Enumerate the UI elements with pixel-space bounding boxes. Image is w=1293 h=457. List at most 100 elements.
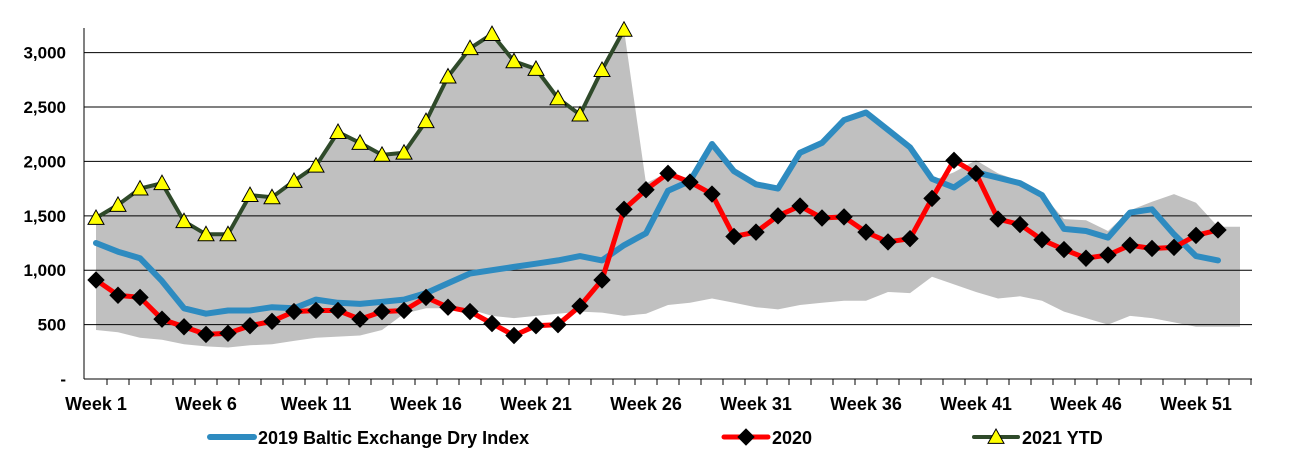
data-point-2020 [747, 223, 765, 241]
x-tick-label: Week 51 [1160, 394, 1232, 414]
data-point-2021-ytd [439, 67, 457, 84]
data-point-2020 [593, 271, 611, 289]
data-point-2020 [439, 298, 457, 316]
series-line-2019-baltic-exchange-dry-index [93, 109, 1221, 317]
data-point-2021-ytd [219, 225, 237, 242]
data-point-2020 [791, 197, 809, 215]
x-tick-label: Week 16 [390, 394, 462, 414]
data-point-2020 [109, 286, 127, 304]
data-point-2021-ytd [615, 20, 633, 37]
data-point-2020 [417, 288, 435, 307]
x-tick-label: Week 36 [830, 394, 902, 414]
data-point-2020 [989, 210, 1007, 228]
data-point-2021-ytd [351, 133, 369, 150]
data-point-2021-ytd [505, 52, 523, 69]
data-point-2020 [835, 208, 853, 226]
legend-label-2021-ytd: 2021 YTD [1022, 428, 1103, 448]
y-tick-label: 3,000 [23, 44, 66, 63]
x-tick-label: Week 26 [610, 394, 682, 414]
data-point-2021-ytd [87, 208, 105, 225]
data-point-2020 [857, 223, 875, 241]
data-point-2020 [725, 227, 743, 246]
axes [83, 28, 1252, 385]
x-tick-label: Week 1 [65, 394, 127, 414]
data-point-2020 [395, 301, 413, 320]
data-point-2020 [945, 151, 963, 170]
data-point-2020 [879, 233, 897, 251]
y-tick-label: 2,000 [23, 152, 66, 171]
data-point-2020 [703, 185, 721, 203]
data-point-2020 [1187, 226, 1205, 245]
data-point-2020 [967, 164, 985, 183]
data-point-2020 [241, 316, 259, 335]
data-point-2020 [351, 310, 369, 328]
x-tick-label: Week 46 [1050, 394, 1122, 414]
series-markers [87, 20, 1227, 345]
data-point-2020 [1143, 239, 1161, 258]
y-tick-labels: - 500 1,000 1,500 2,000 2,500 3,000 [23, 44, 66, 389]
data-point-2021-ytd [175, 212, 193, 229]
data-point-2020 [197, 325, 215, 344]
y-tick-label: 1,500 [23, 207, 66, 226]
data-point-2021-ytd [153, 174, 171, 191]
data-point-2020 [813, 209, 831, 227]
data-point-2020 [263, 312, 281, 331]
data-point-2021-ytd [549, 89, 567, 106]
y-tick-label: 2,500 [23, 98, 66, 117]
data-point-2020 [373, 302, 391, 321]
data-point-2020 [1055, 240, 1073, 259]
data-point-2021-ytd [329, 123, 347, 139]
data-point-2020 [637, 181, 655, 199]
data-point-2020 [769, 207, 787, 225]
data-point-2020 [307, 301, 325, 320]
data-point-2021-ytd [285, 171, 303, 188]
data-point-2020 [87, 271, 105, 289]
data-point-2020 [461, 302, 479, 321]
data-point-2020 [483, 314, 501, 333]
data-point-2021-ytd [131, 179, 149, 196]
data-point-2020 [571, 297, 589, 315]
legend-label-2020: 2020 [772, 428, 812, 448]
data-point-2021-ytd [571, 105, 589, 122]
legend-label-2019-baltic-exchange-dry-index: 2019 Baltic Exchange Dry Index [258, 428, 529, 448]
x-tick-label: Week 11 [281, 394, 352, 414]
data-point-2021-ytd [483, 25, 501, 42]
data-point-2020 [153, 310, 171, 328]
data-point-2020 [1011, 215, 1029, 234]
legend: 2019 Baltic Exchange Dry Index 2020 2021 Y… [207, 427, 1103, 448]
data-point-2020 [1077, 249, 1095, 267]
data-point-2020 [901, 229, 919, 248]
data-point-2020 [1099, 246, 1117, 264]
data-point-2020 [219, 324, 237, 343]
data-point-2020 [615, 200, 633, 218]
data-point-2020 [681, 173, 699, 191]
y-tick-label: - [60, 370, 66, 389]
y-tick-label: 1,000 [23, 261, 66, 280]
data-point-2020 [175, 318, 193, 336]
gridlines [84, 52, 1252, 326]
data-point-2021-ytd [527, 59, 545, 76]
legend-marker-2021-ytd [987, 427, 1005, 444]
data-point-2020 [1121, 236, 1139, 254]
series-line-2020 [93, 157, 1221, 338]
data-point-2020 [329, 301, 347, 320]
data-point-2020 [285, 302, 303, 321]
x-tick-label: Week 41 [940, 394, 1012, 414]
x-tick-label: Week 6 [175, 394, 237, 414]
data-point-2020 [1209, 221, 1227, 239]
data-point-2020 [1165, 238, 1183, 257]
data-point-2020 [659, 164, 677, 183]
x-tick-labels: Week 1 Week 6 Week 11 Week 16 Week 21 Week 26… [65, 394, 1232, 414]
data-point-2020 [505, 326, 523, 345]
x-tick-label: Week 21 [500, 394, 572, 414]
data-point-2021-ytd [307, 156, 325, 173]
data-point-2021-ytd [109, 195, 127, 212]
data-point-2020 [923, 189, 941, 208]
data-point-2021-ytd [241, 186, 259, 203]
data-point-2021-ytd [593, 61, 611, 77]
data-point-2020 [131, 288, 149, 307]
data-point-2021-ytd [395, 143, 413, 160]
data-point-2021-ytd [417, 112, 435, 129]
data-point-2020 [549, 315, 567, 334]
